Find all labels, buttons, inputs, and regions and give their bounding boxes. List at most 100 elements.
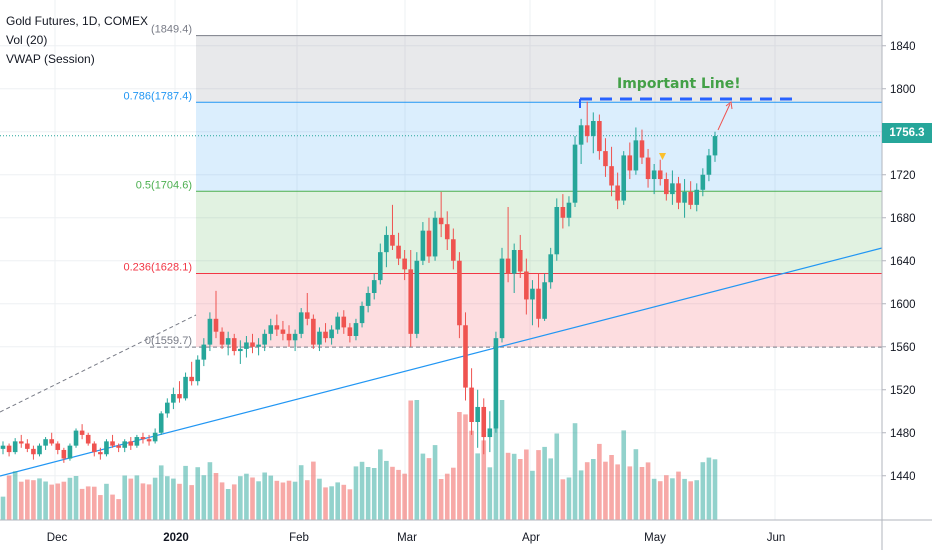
volume-bar [323, 487, 328, 520]
volume-bar [603, 461, 608, 520]
volume-bar [359, 461, 365, 520]
candle-body [517, 250, 523, 272]
volume-bar [207, 462, 213, 520]
volume-bar [597, 443, 602, 520]
candle-body [408, 269, 414, 334]
volume-bar [37, 478, 42, 520]
candle-body [457, 260, 462, 326]
volume-bar [177, 483, 182, 520]
volume-bar [664, 475, 669, 520]
legend-volume[interactable]: Vol (20) [6, 33, 48, 47]
annotation-important-line[interactable]: Important Line! [617, 76, 741, 92]
volume-bar [61, 481, 67, 520]
candle-body [572, 144, 578, 203]
candle-body [371, 280, 377, 293]
volume-bar [353, 466, 359, 520]
fib-zone-0.786 [196, 35, 882, 103]
volume-bar [560, 479, 566, 520]
candle-body [469, 387, 474, 422]
volume-bar [645, 462, 651, 520]
volume-bar [469, 430, 474, 520]
legend-symbol[interactable]: Gold Futures, 1D, COMEX [6, 14, 149, 28]
candle-body [499, 258, 505, 339]
candle-body [12, 441, 18, 453]
volume-bar [633, 449, 639, 520]
volume-bar [609, 455, 614, 520]
candle-body [274, 325, 280, 330]
candle-body [37, 445, 42, 455]
volume-bar [451, 467, 456, 520]
candle-body [146, 439, 152, 442]
candle-body [177, 394, 182, 399]
volume-bar [134, 475, 140, 520]
volume-bar [12, 471, 18, 520]
candle-body [627, 155, 633, 171]
volume-bar [195, 467, 201, 520]
candle-body [335, 316, 341, 330]
volume-bar [481, 440, 487, 520]
x-tick-label: Feb [289, 532, 309, 544]
candle-body [353, 323, 359, 336]
y-tick-label: 1600 [890, 299, 916, 311]
volume-bar [457, 412, 462, 520]
candle-body [18, 441, 24, 444]
candle-body [621, 155, 627, 201]
candle-body [384, 234, 389, 253]
volume-bar [116, 499, 121, 520]
candle-body [231, 338, 237, 352]
candle-body [682, 191, 687, 203]
candle-body [414, 260, 420, 334]
volume-bar [420, 453, 426, 520]
volume-bar [280, 482, 286, 520]
candle-body [85, 434, 91, 444]
volume-bar [688, 481, 693, 520]
volume-bar [146, 484, 152, 520]
candle-body [639, 140, 645, 158]
y-tick-label: 1560 [890, 342, 916, 354]
candle-body [91, 443, 97, 453]
candle-body [165, 402, 170, 414]
volume-bar [487, 467, 493, 520]
volume-bar [158, 465, 164, 520]
volume-bar [511, 453, 517, 520]
candle-body [183, 376, 188, 399]
candle-body [0, 445, 6, 449]
candle-body [420, 230, 426, 261]
volume-bar [554, 433, 560, 520]
candle-body [219, 331, 225, 345]
volume-bar [670, 478, 675, 520]
volume-bar [578, 470, 584, 520]
volume-bar [152, 477, 158, 520]
fib-label-0.786: 0.786(1787.4) [124, 90, 193, 102]
volume-bar [189, 485, 194, 520]
y-tick-label: 1640 [890, 256, 916, 268]
volume-bar [43, 481, 48, 520]
volume-bar [438, 479, 444, 520]
x-tick-label: May [644, 532, 666, 544]
volume-bar [250, 477, 255, 520]
volume-bar [371, 468, 377, 520]
x-tick-label: Mar [397, 532, 417, 544]
candle-body [706, 155, 712, 175]
candle-body [426, 230, 432, 257]
volume-bar [536, 450, 541, 520]
candle-body [676, 183, 681, 203]
candle-body [341, 316, 347, 328]
volume-bar [329, 486, 334, 520]
legend-vwap[interactable]: VWAP (Session) [6, 52, 95, 66]
volume-bar [298, 465, 304, 520]
volume-bar [700, 462, 706, 520]
y-tick-label: 1680 [890, 213, 916, 225]
volume-bar [98, 495, 103, 520]
candle-body [438, 217, 444, 225]
volume-bar [85, 486, 91, 520]
candle-body [250, 342, 255, 347]
volume-bar [110, 494, 115, 520]
candle-body [207, 318, 213, 345]
volume-bar [274, 480, 280, 520]
candle-body [451, 239, 456, 261]
volume-bar [91, 486, 97, 520]
candle-body [603, 151, 608, 167]
candle-body [110, 441, 115, 446]
